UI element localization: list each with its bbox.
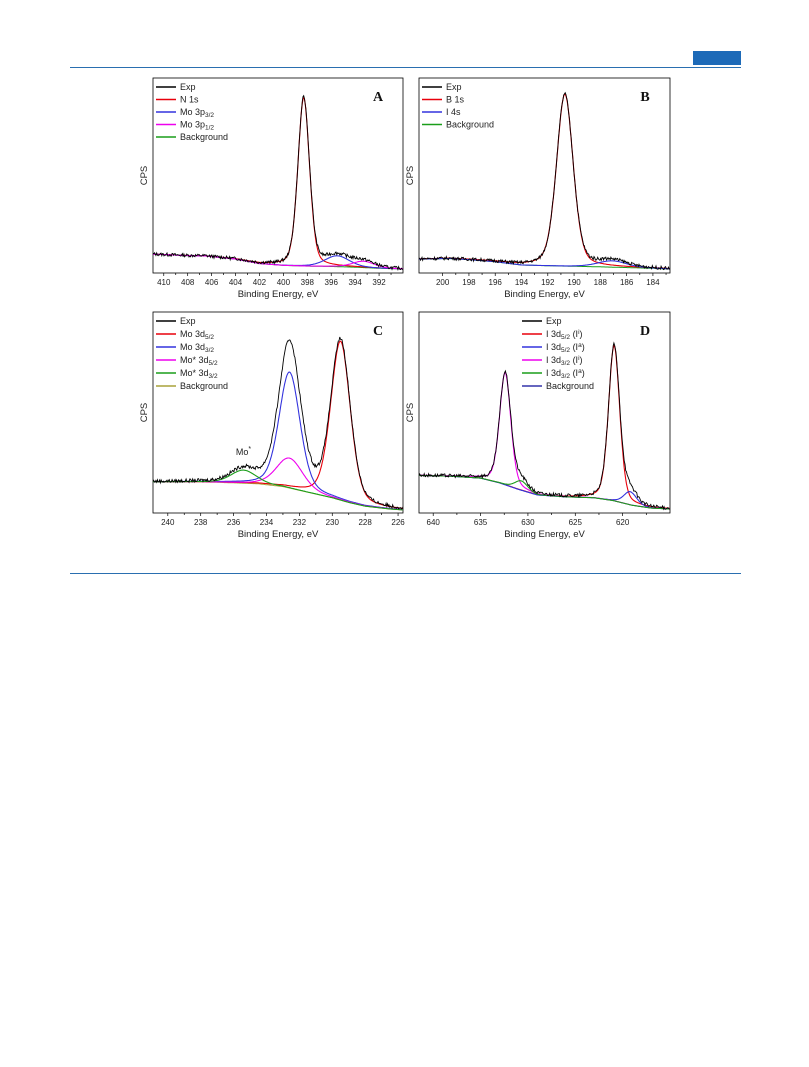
component-curve <box>419 344 670 509</box>
x-axis-label: Binding Energy, eV <box>238 289 319 300</box>
x-tick-label: 640 <box>427 518 441 527</box>
legend-label: I 3d3/2 (Ia) <box>546 368 585 380</box>
mo-star-annotation: Mo* <box>236 446 252 457</box>
x-tick-label: 620 <box>616 518 630 527</box>
curves <box>419 341 670 511</box>
legend-label: Background <box>180 381 228 391</box>
legend-label: Exp <box>180 82 196 92</box>
x-tick-label: 408 <box>181 278 195 287</box>
legend: Exp I 3d5/2 (Ii)I 3d5/2 (Ia)I 3d3/2 (Ii)I… <box>522 316 594 391</box>
x-tick-label: 625 <box>569 518 583 527</box>
x-tick-label: 190 <box>567 278 581 287</box>
x-axis-label: Binding Energy, eV <box>238 529 319 540</box>
experimental-curve <box>153 94 403 272</box>
curves <box>419 91 670 271</box>
legend-label: N 1s <box>180 95 199 105</box>
legend-label: Mo* 3d3/2 <box>180 368 218 380</box>
x-tick-label: 635 <box>474 518 488 527</box>
x-tick-label: 184 <box>646 278 660 287</box>
x-tick-label: 394 <box>348 278 362 287</box>
legend: Exp Mo 3d5/2Mo 3d3/2Mo* 3d5/2Mo* 3d3/2Bac… <box>156 316 228 391</box>
x-tick-label: 406 <box>205 278 219 287</box>
legend: Exp B 1s I 4s Background <box>422 82 494 130</box>
component-curve <box>153 469 403 511</box>
component-curve <box>419 371 670 510</box>
curves <box>153 336 403 511</box>
x-tick-label: 240 <box>161 518 175 527</box>
x-tick-label: 232 <box>293 518 307 527</box>
x-tick-label: 410 <box>157 278 171 287</box>
y-axis-label: CPS <box>405 166 416 186</box>
x-tick-label: 238 <box>194 518 208 527</box>
panel-label: C <box>373 324 383 339</box>
component-curve <box>419 474 670 510</box>
component-curve <box>153 253 403 270</box>
panel-b: 200 198 196 194 192 190 188 186 184 Binding Energ… <box>405 77 671 300</box>
component-curve <box>153 371 403 511</box>
legend-label: Mo 3p1/2 <box>180 120 214 132</box>
x-axis-label: Binding Energy, eV <box>504 289 585 300</box>
plot-frame <box>418 311 671 514</box>
plot-frame <box>152 77 404 274</box>
plot-frame <box>418 77 671 274</box>
x-tick-label: 230 <box>326 518 340 527</box>
x-tick-label: 402 <box>253 278 267 287</box>
legend-label: Background <box>546 381 594 391</box>
x-tick-label: 400 <box>277 278 291 287</box>
footer-rule <box>70 573 741 574</box>
panel-label: D <box>640 324 650 339</box>
y-axis-label: CPS <box>139 166 150 186</box>
legend-label: Exp <box>446 82 462 92</box>
x-tick-label: 186 <box>620 278 634 287</box>
legend-label: Background <box>446 120 494 130</box>
legend-label: Background <box>180 132 228 142</box>
panel-label: A <box>373 90 384 105</box>
x-tick-label: 396 <box>325 278 339 287</box>
legend-label: Mo 3p3/2 <box>180 107 214 119</box>
component-curve <box>419 474 670 510</box>
header-tab <box>693 51 741 65</box>
x-tick-label: 198 <box>462 278 476 287</box>
legend-label: I 3d3/2 (Ii) <box>546 355 583 367</box>
x-tick-label: 192 <box>541 278 555 287</box>
plot-frame <box>152 311 404 514</box>
x-tick-label: 392 <box>372 278 386 287</box>
legend-label: B 1s <box>446 95 465 105</box>
y-axis-label: CPS <box>405 403 416 423</box>
panel-d: 640 635 630 625 620 Binding Energy, eV CPS D Exp… <box>405 311 671 540</box>
x-tick-label: 194 <box>515 278 529 287</box>
experimental-curve <box>153 336 403 510</box>
legend-label: I 4s <box>446 107 461 117</box>
x-tick-label: 228 <box>358 518 372 527</box>
experimental-curve <box>419 91 670 271</box>
panel-c: 240 238 236 234 232 230 228 226 Binding Energy, … <box>139 311 405 540</box>
header-rule <box>70 67 741 68</box>
legend-label: I 3d5/2 (Ii) <box>546 329 583 341</box>
x-tick-label: 196 <box>489 278 503 287</box>
x-tick-label: 404 <box>229 278 243 287</box>
x-tick-label: 630 <box>521 518 535 527</box>
legend-label: Mo 3d3/2 <box>180 342 214 354</box>
x-tick-label: 234 <box>260 518 274 527</box>
x-tick-label: 188 <box>594 278 608 287</box>
legend-label: Exp <box>180 316 196 326</box>
legend-label: Mo 3d5/2 <box>180 329 214 341</box>
legend-label: Exp <box>546 316 562 326</box>
background-curve <box>419 474 670 510</box>
legend-label: Mo* 3d5/2 <box>180 355 218 367</box>
x-tick-label: 200 <box>436 278 450 287</box>
y-axis-label: CPS <box>139 403 150 423</box>
experimental-curve <box>419 341 670 511</box>
x-tick-label: 236 <box>227 518 241 527</box>
legend-label: I 3d5/2 (Ia) <box>546 342 585 354</box>
x-axis-label: Binding Energy, eV <box>504 529 585 540</box>
panel-label: B <box>640 90 649 105</box>
x-tick-label: 226 <box>391 518 405 527</box>
x-tick-label: 398 <box>301 278 315 287</box>
curves <box>153 94 403 272</box>
panel-a: 410 408 406 404 402 400 398 396 394 392 Binding En… <box>139 77 404 300</box>
